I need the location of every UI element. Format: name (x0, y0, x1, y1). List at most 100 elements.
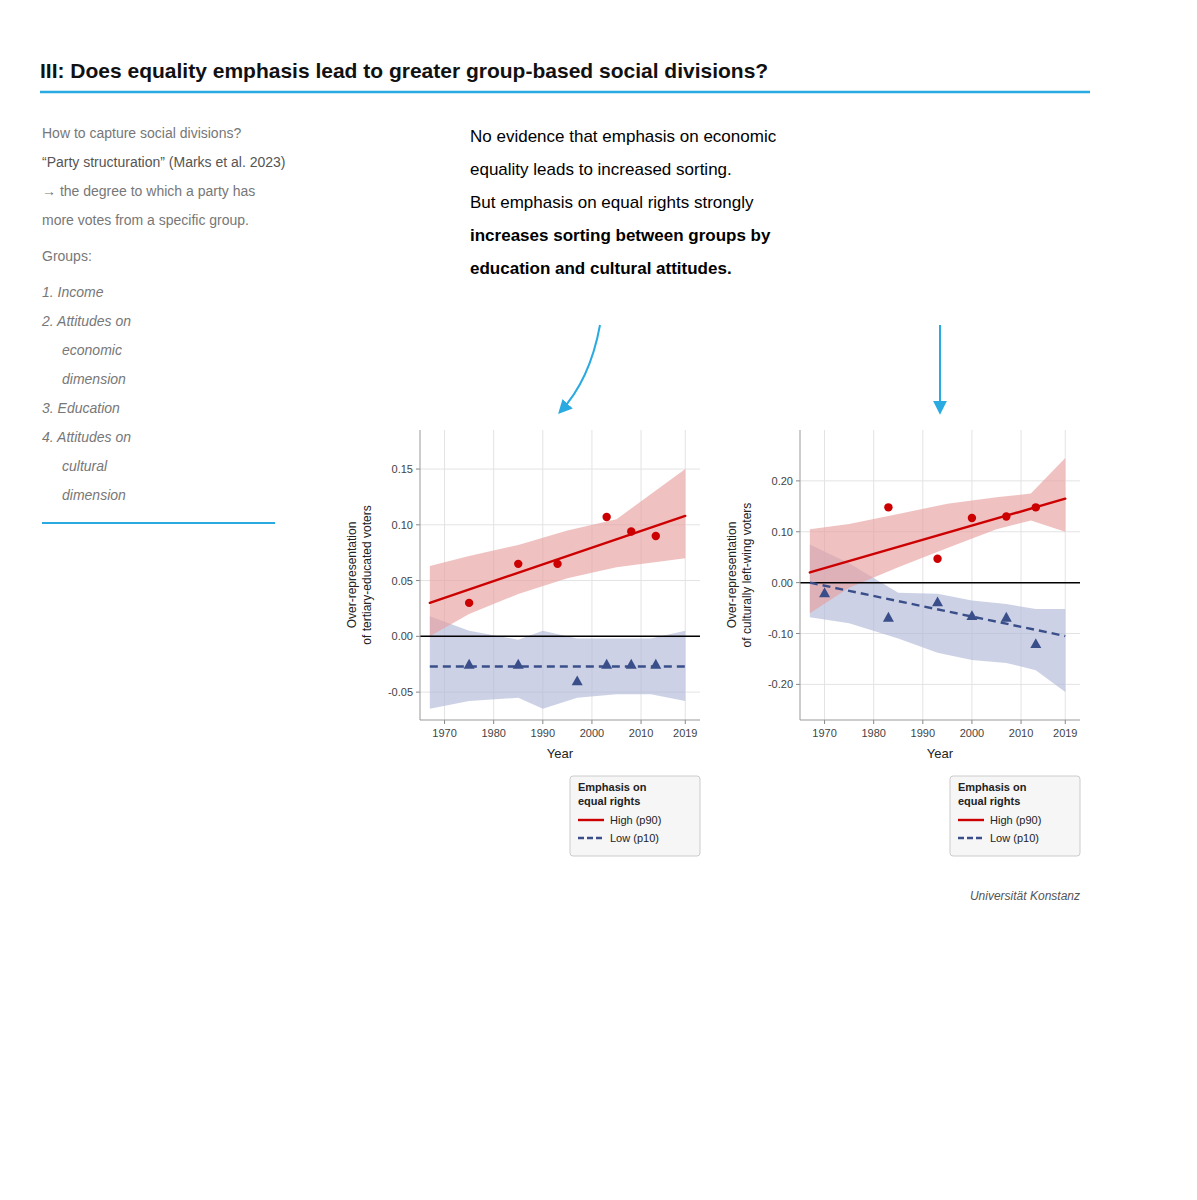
plot-area (420, 469, 700, 709)
y-axis-label-line: Over-representation (725, 522, 739, 629)
legend-swatch (958, 837, 984, 839)
tick (922, 720, 923, 724)
legend-title-line: Emphasis on (578, 781, 647, 793)
confidence-band (430, 616, 685, 709)
left-text: 4. Attitudes on (42, 429, 131, 445)
tick (416, 580, 420, 581)
left-text: 3. Education (42, 400, 120, 416)
legend-swatch (578, 819, 604, 821)
grid-line (420, 469, 700, 470)
tick-label: 0.10 (392, 519, 413, 531)
right-text: No evidence that emphasis on economic (470, 127, 777, 146)
left-text: economic (62, 342, 122, 358)
y-axis-label: Over-representationof tertiary-educated … (345, 505, 374, 644)
title: III: Does equality emphasis lead to grea… (40, 59, 768, 82)
point (572, 675, 583, 685)
point (602, 513, 610, 521)
legend-box (570, 776, 700, 856)
tick-label: 2019 (1053, 727, 1077, 739)
y-axis-label-line: Over-representation (345, 522, 359, 629)
point (1002, 512, 1010, 520)
point (819, 587, 830, 597)
left-text: How to capture social divisions? (42, 125, 241, 141)
left-text: 2. Attitudes on (41, 313, 131, 329)
point (464, 659, 475, 669)
tick-label: 0.15 (392, 463, 413, 475)
legend-box (950, 776, 1080, 856)
tick (416, 692, 420, 693)
y-axis-label: Over-representationof culturally left-wi… (725, 503, 754, 648)
tick (971, 720, 972, 724)
tick (493, 720, 494, 724)
tick (416, 469, 420, 470)
point (1032, 503, 1040, 511)
tick-label: -0.05 (388, 686, 413, 698)
right-text: equality leads to increased sorting. (470, 160, 732, 179)
grid-line (420, 636, 700, 637)
figure: III: Does equality emphasis lead to grea… (0, 0, 1197, 1200)
left-text: 1. Income (42, 284, 104, 300)
y-axis (420, 430, 421, 720)
legend-title-line: Emphasis on (958, 781, 1027, 793)
point (465, 599, 473, 607)
point (627, 527, 635, 535)
legend-title-line: equal rights (578, 795, 640, 807)
tick-label: 0.10 (772, 526, 793, 538)
chart: -0.20-0.100.000.100.20197019801990200020… (725, 430, 1080, 856)
legend-entry: Low (p10) (990, 832, 1039, 844)
legend-entry: High (p90) (610, 814, 661, 826)
point (626, 659, 637, 669)
right-text: education and cultural attitudes. (470, 259, 732, 278)
point (933, 555, 941, 563)
tick-label: 0.00 (772, 577, 793, 589)
confidence-band (430, 469, 685, 636)
point (652, 532, 660, 540)
left-column-line (42, 522, 275, 524)
tick-label: 2000 (580, 727, 604, 739)
tick (796, 582, 800, 583)
x-axis-label: Year (927, 746, 954, 761)
grid-line (1021, 430, 1022, 720)
tick-label: -0.20 (768, 678, 793, 690)
grid-line (800, 684, 1080, 685)
point (650, 659, 661, 669)
legend-entry: Low (p10) (610, 832, 659, 844)
tick-label: 2019 (673, 727, 697, 739)
legend: Emphasis on equal rights High (p90) Low (p1… (950, 776, 1080, 856)
legend-title-line: equal rights (958, 795, 1020, 807)
left-text: dimension (62, 487, 126, 503)
tick (873, 720, 874, 724)
tick (591, 720, 592, 724)
point (932, 596, 943, 606)
tick-label: 1990 (531, 727, 555, 739)
arrow (939, 325, 941, 412)
tick-label: 0.20 (772, 475, 793, 487)
trend-line (430, 516, 685, 603)
tick (542, 720, 543, 724)
legend: Emphasis on equal rights High (p90) Low (p1… (570, 776, 700, 856)
left-text: dimension (62, 371, 126, 387)
tick-label: 2010 (1009, 727, 1033, 739)
left-text: → the degree to which a party has (42, 183, 255, 199)
tick (416, 524, 420, 525)
tick (685, 720, 686, 724)
title-underline (40, 91, 1090, 94)
tick-label: 1990 (911, 727, 935, 739)
tick-label: 2000 (960, 727, 984, 739)
point (966, 610, 977, 620)
tick (796, 633, 800, 634)
point (601, 659, 612, 669)
tick-label: 1970 (432, 727, 456, 739)
zero-line (420, 636, 700, 638)
y-axis (800, 430, 801, 720)
tick-label: 0.05 (392, 575, 413, 587)
point (514, 560, 522, 568)
tick (796, 480, 800, 481)
trend-line (810, 499, 1065, 573)
tick-label: 1980 (481, 727, 505, 739)
grid-line (922, 430, 923, 720)
plot-area (800, 458, 1080, 692)
legend-entry: High (p90) (990, 814, 1041, 826)
legend-swatch (958, 819, 984, 821)
legend-title: Emphasis on equal rights (958, 781, 1027, 807)
